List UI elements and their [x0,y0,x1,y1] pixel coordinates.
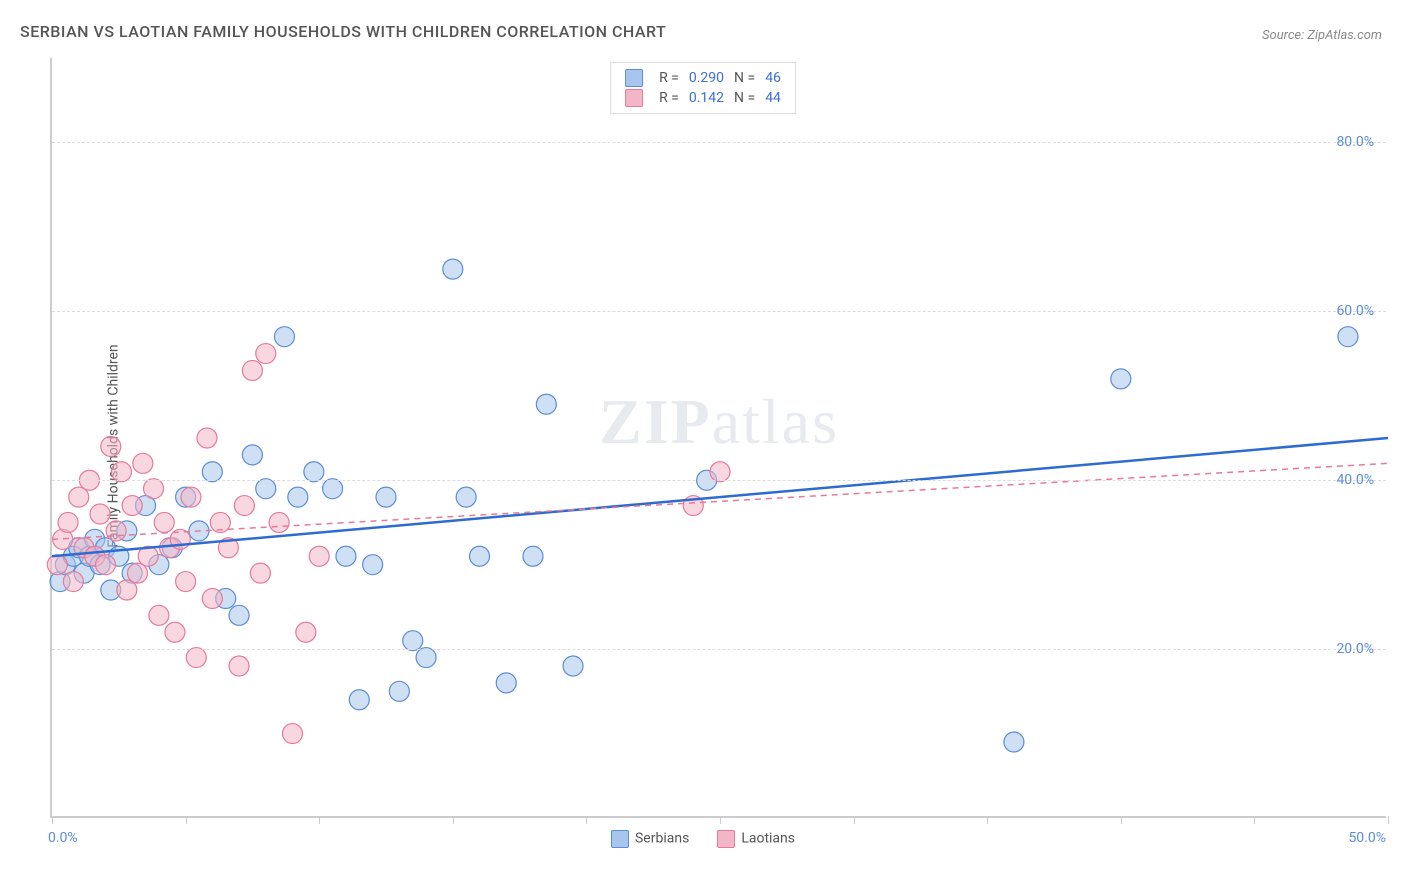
data-point [234,496,254,516]
data-point [90,504,110,524]
gridline [52,142,1386,143]
data-point [1338,327,1358,347]
data-point [563,656,583,676]
y-tick-label: 20.0% [1336,641,1374,657]
x-tick [586,816,587,824]
data-point [58,512,78,532]
y-tick-label: 80.0% [1336,134,1374,150]
data-point [1004,732,1024,752]
data-point [710,462,730,482]
gridline [52,480,1386,481]
data-point [197,428,217,448]
data-point [256,479,276,499]
legend-n-value: 44 [765,90,781,106]
data-point [181,487,201,507]
data-point [296,622,316,642]
data-point [101,436,121,456]
chart-svg [52,58,1386,816]
legend-r-value: 0.142 [689,90,724,106]
data-point [242,360,262,380]
series-legend: Serbians Laotians [611,830,795,848]
data-point [111,462,131,482]
legend-n-value: 46 [765,70,781,86]
legend-n-label: N = [734,70,755,86]
legend-swatch [717,830,735,848]
legend-r-label: R = [659,70,679,86]
data-point [229,656,249,676]
legend-r-value: 0.290 [689,70,724,86]
x-tick [987,816,988,824]
legend-label: Laotians [741,831,795,847]
legend-item: Laotians [717,830,795,848]
data-point [47,555,67,575]
data-point [202,588,222,608]
data-point [122,496,142,516]
data-point [323,479,343,499]
chart-title: SERBIAN VS LAOTIAN FAMILY HOUSEHOLDS WIT… [20,22,666,41]
data-point [269,512,289,532]
data-point [242,445,262,465]
data-point [250,563,270,583]
data-point [536,394,556,414]
x-tick [720,816,721,824]
data-point [154,512,174,532]
data-point [186,648,206,668]
x-tick-max: 50.0% [1348,830,1386,846]
data-point [443,259,463,279]
data-point [149,605,169,625]
data-point [229,605,249,625]
x-tick [319,816,320,824]
data-point [349,690,369,710]
data-point [523,546,543,566]
data-point [496,673,516,693]
data-point [165,622,185,642]
data-point [416,648,436,668]
legend-swatch [611,830,629,848]
x-tick [52,816,53,824]
data-point [106,521,126,541]
gridline [52,649,1386,650]
data-point [470,546,490,566]
data-point [288,487,308,507]
data-point [176,572,196,592]
x-tick [453,816,454,824]
correlation-legend: R = 0.290 N = 46 R = 0.142 N = 44 [610,62,796,114]
data-point [456,487,476,507]
data-point [274,327,294,347]
gridline [52,311,1386,312]
plot-area: ZIPatlas 20.0%40.0%60.0%80.0% [50,58,1386,818]
x-tick [854,816,855,824]
legend-n-label: N = [734,90,755,106]
y-tick-label: 40.0% [1336,472,1374,488]
data-point [95,555,115,575]
data-point [1111,369,1131,389]
x-tick [1254,816,1255,824]
y-tick-label: 60.0% [1336,303,1374,319]
data-point [256,344,276,364]
source-label: Source: ZipAtlas.com [1262,28,1382,43]
x-tick [186,816,187,824]
data-point [202,462,222,482]
x-tick [1121,816,1122,824]
data-point [336,546,356,566]
data-point [63,572,83,592]
x-tick [1388,816,1389,824]
data-point [376,487,396,507]
legend-item: Serbians [611,830,689,848]
legend-swatch [625,89,643,107]
legend-r-label: R = [659,90,679,106]
data-point [282,724,302,744]
data-point [144,479,164,499]
data-point [309,546,329,566]
data-point [304,462,324,482]
data-point [133,453,153,473]
data-point [389,681,409,701]
data-point [363,555,383,575]
legend-swatch [625,69,643,87]
legend-label: Serbians [635,831,689,847]
data-point [403,631,423,651]
x-tick-min: 0.0% [48,830,78,846]
